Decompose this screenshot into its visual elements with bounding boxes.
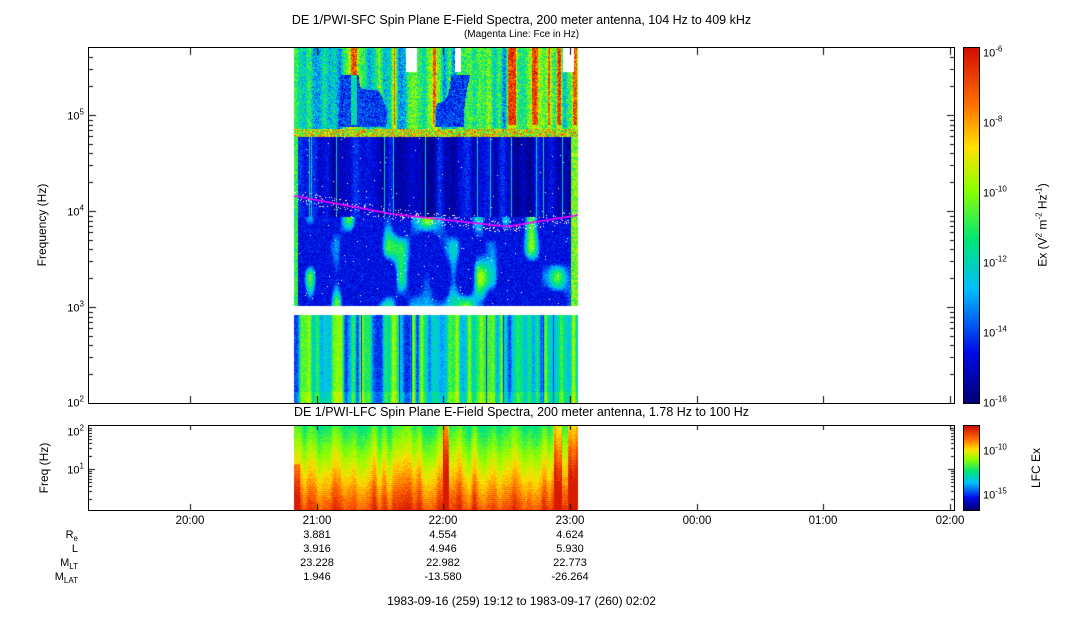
sfc-colorbar-tick: 10-6 [983, 44, 1003, 60]
sfc-colorbar-tick: 10-12 [983, 254, 1007, 270]
ephemeris-value: 4.946 [429, 543, 457, 555]
sfc-plot-frame [88, 47, 955, 404]
time-range-caption: 1983-09-16 (259) 19:12 to 1983-09-17 (26… [387, 594, 656, 608]
x-tick-label: 02:00 [935, 515, 965, 527]
lfc-colorbar [963, 425, 980, 511]
sfc-colorbar-tick: 10-10 [983, 184, 1007, 200]
ephemeris-row-label: MLT [60, 557, 78, 572]
lfc-colorbar-label: LFC Ex [1029, 447, 1043, 489]
ephemeris-value: 3.881 [303, 529, 331, 541]
lfc-title: DE 1/PWI-LFC Spin Plane E-Field Spectra,… [293, 405, 750, 419]
ephemeris-value: 3.916 [303, 543, 331, 555]
ephemeris-value: 4.554 [429, 529, 457, 541]
ephemeris-value: 23.228 [300, 557, 334, 569]
lfc-ytick: 101 [67, 461, 84, 477]
ephemeris-value: 1.946 [303, 571, 331, 583]
x-tick-label: 23:00 [555, 515, 585, 527]
sfc-ytick: 103 [67, 299, 84, 315]
sfc-colorbar-tick: 10-8 [983, 114, 1003, 130]
lfc-colorbar-tick: 10-15 [983, 486, 1007, 502]
sfc-ytick: 105 [67, 107, 84, 123]
lfc-spectrogram [89, 426, 954, 510]
lfc-colorbar-tick: 10-10 [983, 442, 1007, 458]
x-tick-label: 22:00 [428, 515, 458, 527]
sfc-ylabel: Frequency (Hz) [35, 183, 49, 267]
sfc-subtitle: (Magenta Line: Fce in Hz) [463, 29, 580, 40]
ephemeris-value: 5.930 [556, 543, 584, 555]
ephemeris-row-label: MLAT [54, 571, 78, 586]
ephemeris-value: 4.624 [556, 529, 584, 541]
sfc-spectrogram [89, 48, 954, 403]
sfc-title: DE 1/PWI-SFC Spin Plane E-Field Spectra,… [291, 13, 752, 27]
lfc-plot-frame [88, 425, 955, 511]
lfc-ylabel: Freq (Hz) [37, 442, 51, 494]
ephemeris-row-label: Re [65, 529, 78, 544]
ephemeris-value: -13.580 [424, 571, 462, 583]
sfc-ytick: 104 [67, 203, 84, 219]
ephemeris-value: 22.773 [553, 557, 587, 569]
lfc-ytick: 102 [67, 423, 84, 439]
ephemeris-row-label: L [71, 543, 78, 555]
ephemeris-value: -26.264 [551, 571, 589, 583]
sfc-colorbar-gradient [964, 48, 979, 403]
x-tick-label: 01:00 [808, 515, 838, 527]
x-tick-label: 00:00 [682, 515, 712, 527]
sfc-ytick: 102 [67, 394, 84, 410]
ephemeris-value: 22.982 [426, 557, 460, 569]
sfc-colorbar-tick: 10-16 [983, 394, 1007, 410]
lfc-colorbar-gradient [964, 426, 979, 510]
sfc-colorbar [963, 47, 980, 404]
sfc-colorbar-tick: 10-14 [983, 324, 1007, 340]
x-tick-label: 20:00 [175, 515, 205, 527]
x-tick-label: 21:00 [302, 515, 332, 527]
sfc-colorbar-label: Ex (V2 m-2 Hz-1) [1034, 183, 1050, 267]
